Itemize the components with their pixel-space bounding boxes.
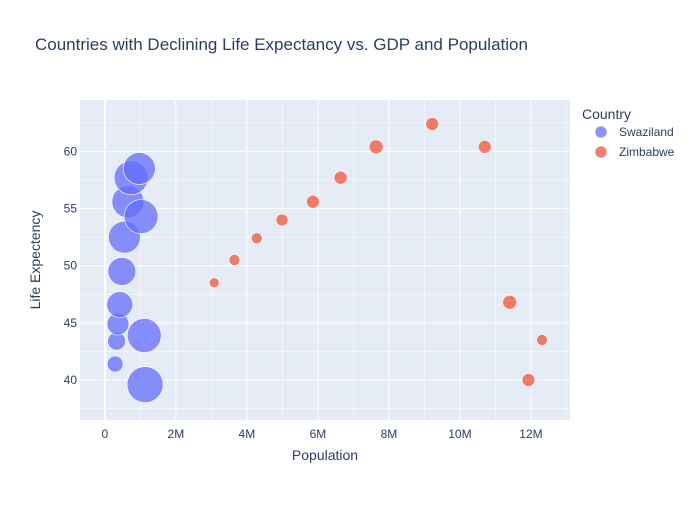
data-points	[106, 117, 548, 403]
legend-item-zimbabwe[interactable]: Zimbabwe	[594, 145, 675, 159]
legend-items: Swaziland Zimbabwe	[594, 125, 675, 159]
data-point[interactable]	[106, 291, 134, 318]
chart-title: Countries with Declining Life Expectancy…	[35, 35, 528, 54]
y-tick-label: 50	[64, 259, 78, 273]
data-point[interactable]	[521, 373, 536, 387]
x-tick-label: 12M	[519, 427, 542, 441]
legend: Country Swaziland Zimbabwe	[582, 106, 675, 159]
x-tick-label: 4M	[239, 427, 256, 441]
data-point[interactable]	[251, 232, 263, 245]
legend-marker	[594, 125, 608, 139]
y-tick-label: 45	[64, 316, 78, 330]
data-point[interactable]	[126, 366, 164, 403]
data-point[interactable]	[123, 152, 156, 185]
data-point[interactable]	[126, 318, 162, 353]
data-point[interactable]	[306, 194, 320, 209]
legend-item-swaziland[interactable]: Swaziland	[594, 125, 674, 139]
data-point[interactable]	[425, 117, 440, 131]
x-tick-label: 0	[102, 427, 109, 441]
legend-label: Zimbabwe	[619, 145, 675, 159]
series-zimbabwe	[208, 117, 548, 387]
x-tick-labels: 0 2M 4M 6M 8M 10M 12M	[102, 427, 543, 441]
data-point[interactable]	[275, 213, 289, 227]
x-tick-label: 10M	[448, 427, 471, 441]
x-tick-label: 8M	[381, 427, 398, 441]
data-point[interactable]	[477, 140, 492, 154]
data-point[interactable]	[228, 254, 241, 266]
x-tick-label: 6M	[310, 427, 327, 441]
x-axis-title: Population	[292, 447, 358, 463]
legend-title: Country	[582, 106, 631, 122]
y-tick-label: 55	[64, 202, 78, 216]
y-axis-title: Life Expectency	[27, 211, 43, 310]
y-tick-label: 60	[64, 144, 78, 158]
series-swaziland	[106, 152, 164, 403]
data-point[interactable]	[123, 199, 159, 234]
data-point[interactable]	[502, 294, 517, 310]
grid-lines	[80, 100, 570, 420]
data-point[interactable]	[368, 139, 384, 155]
legend-marker	[594, 145, 608, 159]
y-tick-label: 40	[64, 373, 78, 387]
data-point[interactable]	[208, 277, 220, 289]
data-point[interactable]	[106, 355, 124, 373]
y-tick-labels: 40 45 50 55 60	[64, 144, 78, 387]
plot-area	[80, 100, 570, 420]
data-point[interactable]	[333, 170, 348, 185]
legend-label: Swaziland	[619, 125, 674, 139]
data-point[interactable]	[536, 334, 548, 346]
data-point[interactable]	[107, 257, 137, 286]
x-tick-label: 2M	[168, 427, 185, 441]
